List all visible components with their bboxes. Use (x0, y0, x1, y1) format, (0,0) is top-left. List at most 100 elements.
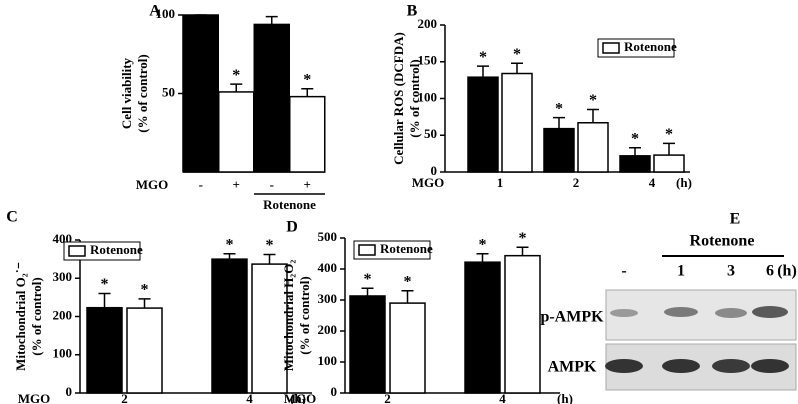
panel-letter: C (6, 209, 18, 226)
error-bar (361, 287, 374, 296)
band (752, 306, 788, 318)
y-tick-label: 100 (418, 89, 438, 104)
band (751, 359, 789, 373)
y-tick-label: 200 (418, 16, 438, 31)
row-label: AMPK (548, 359, 597, 376)
legend-label: Rotenone (624, 39, 677, 54)
x-tick-label: 4 (246, 391, 253, 404)
x-unit-label: (h) (676, 175, 692, 190)
legend-swatch (68, 245, 86, 257)
bar (389, 302, 426, 394)
significance-star: * (232, 67, 240, 84)
bar (349, 295, 386, 394)
error-bar (553, 116, 565, 129)
bar (251, 263, 288, 394)
error-bar (98, 292, 111, 308)
x-axis-label: MGO (136, 177, 169, 192)
x-axis-label: MGO (412, 175, 445, 190)
bar (504, 254, 541, 394)
bar (464, 261, 501, 394)
bar (501, 72, 533, 173)
bar (289, 95, 326, 173)
y-tick-label: 0 (66, 384, 73, 399)
error-bar (301, 88, 314, 97)
error-bar (138, 298, 151, 309)
y-tick-label: 50 (162, 84, 175, 99)
significance-star: * (479, 49, 487, 66)
significance-star: * (364, 271, 372, 288)
error-bar (263, 253, 276, 265)
x-tick-label: 4 (499, 391, 506, 404)
y-tick-label: 100 (156, 6, 176, 21)
significance-star: * (631, 130, 639, 147)
significance-star: * (519, 230, 527, 247)
significance-star: * (479, 236, 487, 253)
y-tick-label: 100 (53, 346, 73, 361)
legend-label: Rotenone (380, 241, 433, 256)
error-bar (265, 15, 278, 25)
x-unit-label: (h) (557, 391, 573, 404)
chart-panel: D Mitochondrial H₂O₂ (% of control) 0 100 200… (281, 219, 573, 404)
significance-star: * (101, 276, 109, 293)
bar (543, 127, 575, 173)
blot-panel: E Rotenone - 1 3 6 (h) p-AMPK AMPK (540, 211, 797, 391)
band (662, 359, 700, 373)
chart-panel: A Cell viability (% of control) 50 100 MGO - + *… (119, 3, 326, 212)
significance-star: * (665, 126, 673, 143)
panel-letter: A (149, 3, 161, 20)
y-tick-label: 50 (424, 126, 437, 141)
treatment-label: Rotenone (690, 233, 755, 250)
y-tick-label: 0 (331, 384, 338, 399)
legend-label: Rotenone (90, 242, 143, 257)
x-tick-label: 2 (121, 391, 128, 404)
error-bar (516, 246, 529, 256)
error-bar (587, 108, 599, 123)
significance-star: * (555, 100, 563, 117)
y-axis-label: (% of control) (29, 277, 44, 355)
band (664, 307, 698, 317)
y-tick-label: 150 (418, 53, 438, 68)
x-tick-label: - (270, 177, 274, 192)
y-tick-label: 500 (318, 229, 338, 244)
bar (182, 14, 219, 173)
lane-label: 6 (766, 263, 774, 280)
significance-star: * (226, 236, 234, 253)
y-tick-label: 100 (318, 353, 338, 368)
y-axis-label: (% of control) (297, 276, 312, 354)
error-bar (401, 289, 414, 304)
error-bar (230, 83, 243, 92)
y-axis-label: Mitochondrial H₂O₂ (281, 260, 296, 372)
y-axis-label: (% of control) (135, 54, 150, 132)
significance-star: * (404, 273, 412, 290)
y-tick-label: 200 (53, 307, 73, 322)
bar (467, 76, 499, 173)
bar (211, 258, 248, 394)
y-tick-label: 400 (318, 260, 338, 275)
x-axis-label: MGO (18, 391, 51, 404)
row-label: p-AMPK (540, 309, 604, 326)
band (715, 308, 747, 318)
bar (126, 307, 163, 394)
significance-star: * (141, 282, 149, 299)
band (712, 359, 750, 373)
y-axis-label: Cell viability (119, 57, 134, 129)
error-bar (511, 62, 523, 74)
x-axis-label: MGO (284, 391, 317, 404)
band (610, 309, 638, 317)
lane-label: 1 (677, 263, 685, 280)
bar (253, 23, 290, 173)
x-tick-label: 2 (573, 175, 580, 190)
significance-star: * (513, 46, 521, 63)
x-tick-label: 2 (384, 391, 391, 404)
error-bar (223, 253, 236, 260)
x-tick-label: + (233, 177, 240, 192)
panel-letter: D (286, 219, 298, 236)
x-unit-label: (h) (290, 391, 306, 404)
bar (577, 122, 609, 173)
y-axis-label: Cellular ROS (DCFDA) (391, 32, 406, 165)
x-tick-label: 1 (497, 175, 504, 190)
lane-label: 3 (727, 263, 735, 280)
error-bar (663, 142, 675, 156)
